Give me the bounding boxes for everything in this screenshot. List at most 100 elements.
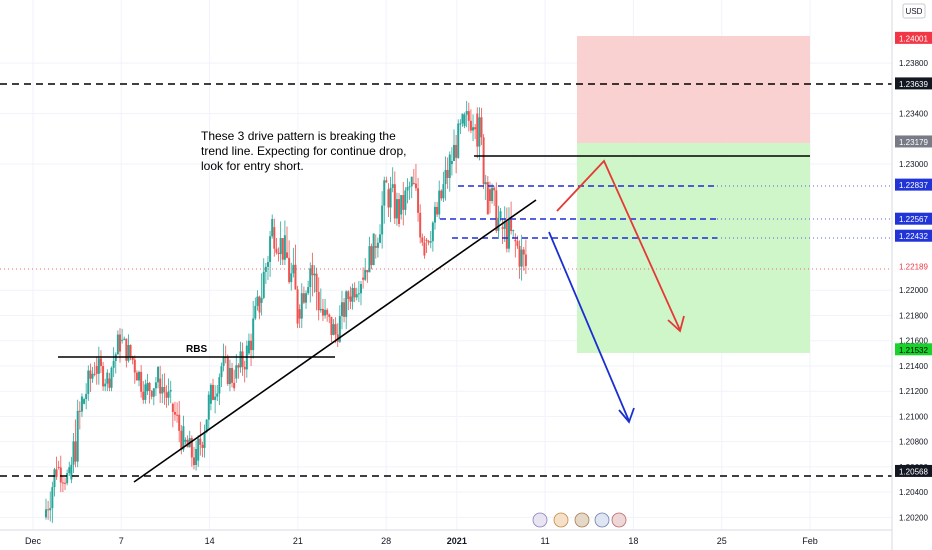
candle-body — [171, 403, 174, 413]
time-tick-label: 7 — [119, 536, 124, 546]
candle-body — [112, 361, 115, 368]
candle-body — [226, 357, 229, 385]
candle-body — [281, 238, 284, 260]
candle-body — [222, 357, 225, 366]
candle-body — [252, 318, 255, 351]
candle-body — [379, 234, 382, 243]
candle-body — [199, 438, 202, 445]
candle-body — [214, 396, 217, 400]
candle-body — [364, 270, 367, 280]
candle-body — [444, 169, 447, 185]
candle-body — [505, 221, 508, 249]
candle-body — [423, 242, 426, 256]
candle-body — [300, 293, 303, 319]
candle-body — [370, 246, 373, 266]
candle-body — [410, 176, 413, 187]
price-badge-label: 1.22432 — [899, 232, 928, 241]
candle-body — [440, 190, 443, 199]
candle-body — [127, 344, 130, 361]
candle-body — [121, 339, 124, 341]
candle-body — [459, 123, 462, 125]
price-badge: 1.23179 — [895, 135, 932, 148]
candle-body — [83, 399, 86, 404]
time-tick-label: 2021 — [447, 536, 467, 546]
price-badge: 1.22837 — [895, 178, 932, 191]
candle-body — [80, 396, 83, 412]
candle-body — [503, 221, 506, 229]
candle-body — [351, 287, 354, 302]
candle-body — [478, 117, 481, 147]
candle-body — [247, 340, 250, 354]
candle-body — [78, 410, 81, 412]
candle-body — [372, 233, 375, 266]
candle-body — [419, 212, 422, 238]
candle-body — [362, 277, 365, 280]
candle-body — [205, 419, 208, 433]
candle-body — [393, 184, 396, 219]
price-badge: 1.24001 — [895, 31, 932, 44]
candle-body — [95, 365, 98, 374]
candle-body — [298, 309, 301, 319]
candle-body — [433, 206, 436, 223]
candle-body — [522, 249, 525, 255]
candle-body — [319, 308, 322, 311]
candle-body — [133, 359, 136, 373]
candle-body — [398, 199, 401, 225]
candle-body — [258, 296, 261, 313]
blue-projection-arrow — [548, 231, 635, 424]
price-tick-label: 1.22000 — [899, 286, 928, 295]
candle-body — [192, 457, 195, 466]
candle-body — [402, 195, 405, 210]
candle-body — [311, 265, 314, 276]
candle-body — [201, 444, 204, 448]
price-badge-label: 1.21532 — [899, 346, 928, 355]
candle-body — [228, 368, 231, 385]
candle-body — [123, 338, 126, 340]
candle-body — [516, 241, 519, 246]
price-axis[interactable]: 1.24001 1.23800 1.23639 1.23400 1.23179 1.230… — [895, 31, 932, 523]
candle-body — [256, 296, 259, 306]
candle-body — [446, 169, 449, 178]
candle-body — [497, 217, 500, 231]
candle-body — [146, 382, 149, 392]
candle-body — [374, 246, 377, 248]
candle-body — [421, 237, 424, 243]
candle-body — [207, 394, 210, 420]
candle-body — [275, 248, 278, 253]
currency-badge[interactable]: USD — [902, 3, 926, 19]
candle-body — [309, 268, 312, 288]
economic-event-icons[interactable] — [532, 512, 627, 528]
candle-body — [510, 219, 513, 231]
candle-body — [72, 441, 75, 465]
candle-body — [442, 184, 445, 199]
candle-body — [334, 324, 337, 335]
candle-body — [97, 358, 100, 374]
candle-body — [296, 289, 299, 324]
candle-body — [328, 314, 331, 317]
stop-loss-zone — [577, 36, 810, 143]
candle-body — [57, 466, 60, 468]
candle-body — [438, 190, 441, 215]
price-tick-label: 1.23800 — [899, 59, 928, 68]
candle-body — [315, 273, 318, 292]
candle-body — [102, 366, 105, 387]
candle-body — [499, 211, 502, 218]
red-projection-arrow — [556, 159, 685, 333]
time-axis[interactable]: Dec 7 14 21 28 2021 11 18 25 Feb — [25, 536, 818, 546]
candle-body — [486, 182, 489, 215]
candle-body — [131, 356, 134, 360]
candle-body — [406, 187, 409, 191]
candle-body — [313, 273, 316, 276]
candle-body — [70, 464, 73, 480]
candle-body — [317, 291, 320, 311]
candle-body — [264, 266, 267, 272]
candle-body — [385, 180, 388, 183]
candle-body — [239, 351, 242, 368]
candle-body — [343, 302, 346, 317]
candle-body — [87, 370, 90, 394]
candle-body — [138, 371, 141, 381]
candle-body — [266, 262, 269, 267]
candle-body — [482, 137, 485, 185]
candle-body — [427, 241, 430, 243]
